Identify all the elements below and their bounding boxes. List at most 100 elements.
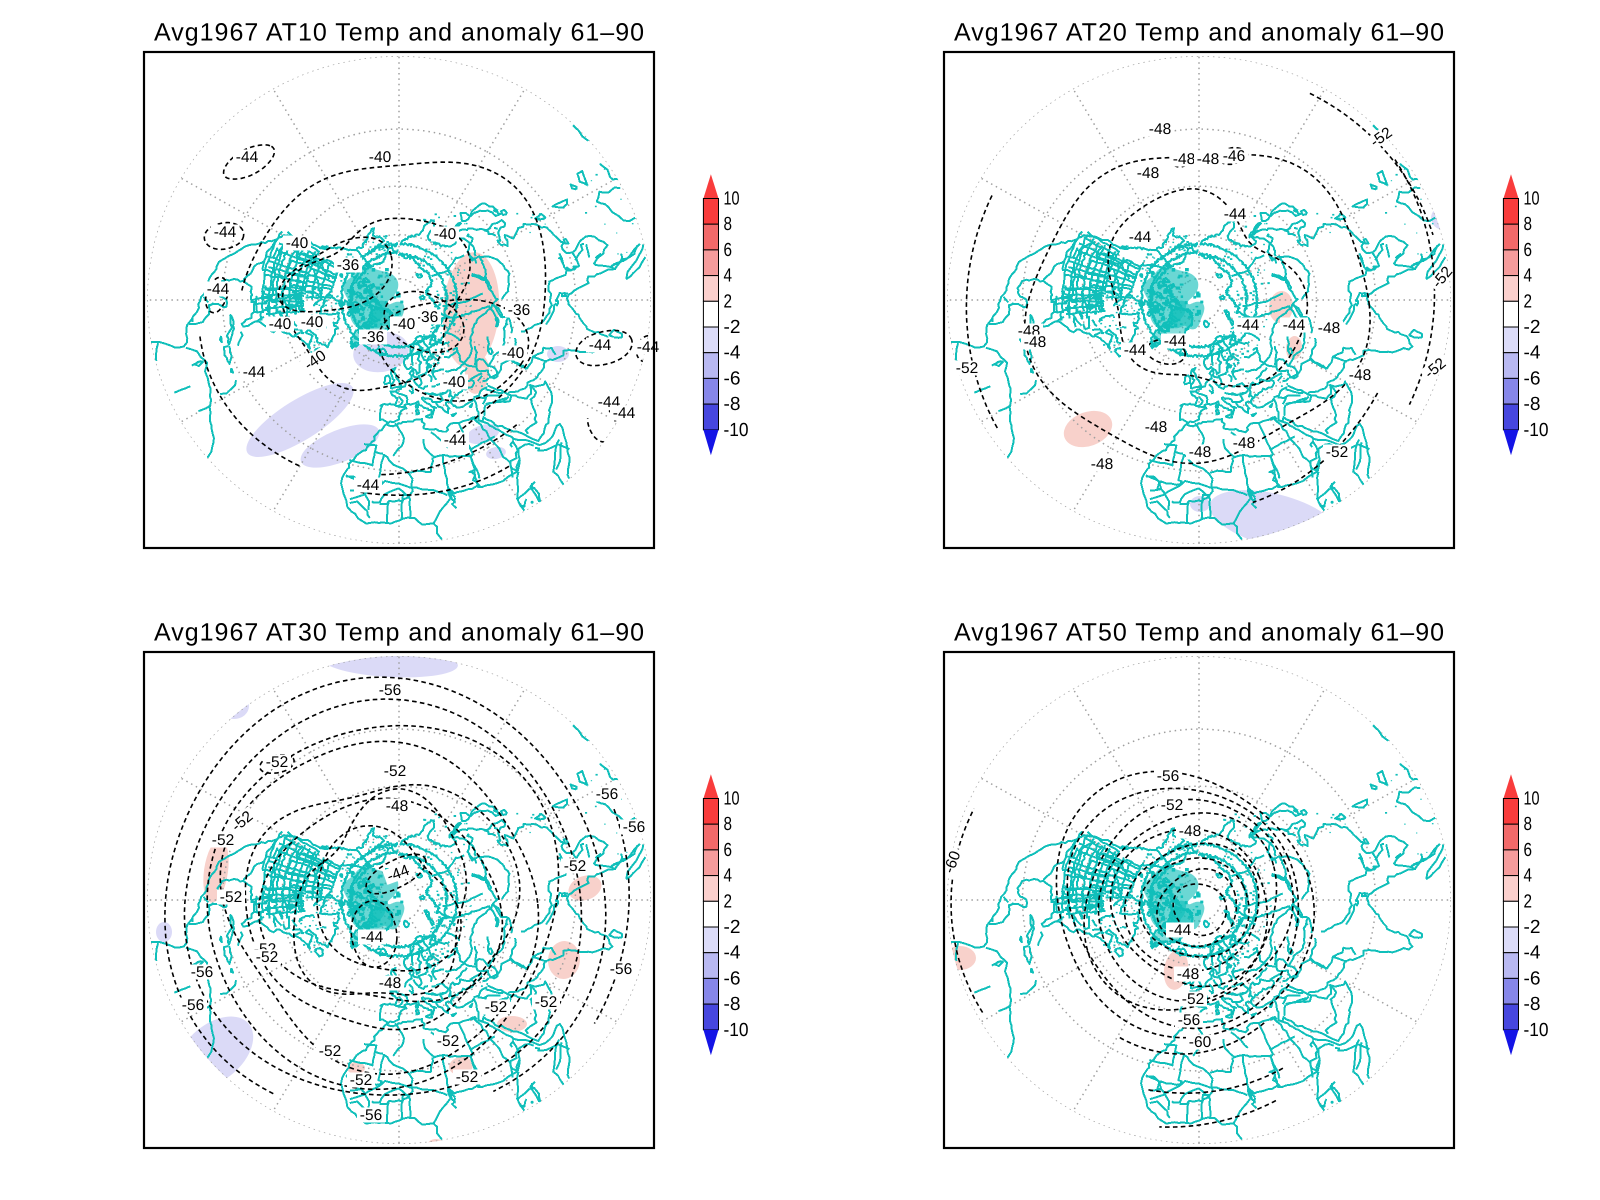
svg-text:-52: -52	[384, 763, 406, 780]
svg-text:-48: -48	[1233, 435, 1255, 452]
svg-text:-40: -40	[443, 374, 466, 391]
svg-text:-44: -44	[207, 281, 230, 298]
svg-text:-48: -48	[1177, 966, 1199, 983]
svg-text:Avg1967 AT30 Temp and anomaly: Avg1967 AT30 Temp and anomaly 61–90	[154, 619, 644, 647]
svg-text:-52: -52	[350, 1072, 372, 1089]
svg-text:6: 6	[724, 240, 733, 261]
svg-text:-48: -48	[1189, 444, 1211, 461]
svg-text:-60: -60	[941, 848, 965, 875]
svg-text:8: 8	[724, 214, 733, 235]
svg-text:-56: -56	[623, 819, 645, 836]
svg-text:-8: -8	[724, 994, 741, 1015]
svg-text:-52: -52	[266, 754, 288, 771]
svg-text:-40: -40	[301, 314, 324, 331]
svg-text:6: 6	[724, 840, 733, 861]
svg-text:-56: -56	[182, 997, 204, 1014]
svg-text:-48: -48	[386, 798, 408, 815]
svg-text:-52: -52	[1326, 444, 1348, 461]
svg-text:-44: -44	[1237, 317, 1260, 334]
svg-text:-56: -56	[596, 786, 618, 803]
svg-text:4: 4	[1524, 266, 1533, 287]
svg-text:-40: -40	[434, 226, 457, 243]
svg-text:-36: -36	[362, 329, 384, 346]
svg-text:-52: -52	[456, 1069, 478, 1086]
svg-text:-4: -4	[724, 943, 741, 964]
svg-text:6: 6	[1524, 240, 1533, 261]
svg-text:-44: -44	[444, 432, 467, 449]
svg-text:-44: -44	[243, 364, 266, 381]
svg-text:-2: -2	[724, 917, 741, 938]
svg-text:-56: -56	[191, 964, 213, 981]
svg-text:-52: -52	[319, 1043, 341, 1060]
svg-text:-44: -44	[385, 862, 412, 886]
svg-text:-36: -36	[337, 257, 359, 274]
svg-text:-44: -44	[1283, 317, 1306, 334]
svg-text:-48: -48	[1091, 456, 1113, 473]
svg-text:10: 10	[1524, 789, 1540, 810]
svg-text:Avg1967 AT20 Temp and anomaly: Avg1967 AT20 Temp and anomaly 61–90	[954, 19, 1444, 47]
svg-text:-46: -46	[1223, 148, 1245, 165]
svg-text:10: 10	[724, 789, 740, 810]
svg-text:4: 4	[724, 866, 733, 887]
svg-text:-48: -48	[1024, 334, 1046, 351]
svg-text:-40: -40	[286, 235, 309, 252]
svg-text:-40: -40	[369, 149, 392, 166]
svg-text:-44: -44	[361, 929, 384, 946]
svg-text:-40: -40	[393, 316, 416, 333]
svg-text:4: 4	[1524, 866, 1533, 887]
svg-text:-44: -44	[357, 477, 380, 494]
svg-text:-52: -52	[212, 832, 234, 849]
svg-text:-56: -56	[379, 682, 401, 699]
svg-text:8: 8	[1524, 214, 1533, 235]
svg-text:2: 2	[1524, 291, 1533, 312]
svg-text:-48: -48	[1179, 823, 1201, 840]
svg-text:-56: -56	[1178, 1012, 1200, 1029]
svg-text:-4: -4	[1524, 943, 1541, 964]
svg-text:-52: -52	[564, 858, 586, 875]
svg-text:-52: -52	[1182, 991, 1204, 1008]
svg-text:-40: -40	[502, 345, 525, 362]
svg-text:-2: -2	[1524, 917, 1541, 938]
svg-text:-44: -44	[1129, 229, 1152, 246]
svg-text:-44: -44	[214, 224, 237, 241]
svg-text:-44: -44	[236, 149, 259, 166]
svg-text:6: 6	[1524, 840, 1533, 861]
svg-text:-36: -36	[508, 302, 530, 319]
svg-text:-10: -10	[724, 1020, 749, 1041]
svg-text:2: 2	[1524, 891, 1533, 912]
svg-text:-56: -56	[360, 1107, 382, 1124]
svg-text:4: 4	[724, 266, 733, 287]
svg-text:-4: -4	[1524, 343, 1541, 364]
svg-text:-52: -52	[256, 949, 278, 966]
svg-text:-10: -10	[724, 420, 749, 441]
svg-text:-6: -6	[724, 968, 741, 989]
svg-text:-36: -36	[416, 309, 438, 326]
svg-text:-6: -6	[1524, 368, 1541, 389]
svg-text:-40: -40	[269, 316, 292, 333]
svg-text:-48: -48	[1349, 367, 1371, 384]
svg-text:Avg1967 AT10 Temp and anomaly: Avg1967 AT10 Temp and anomaly 61–90	[154, 19, 644, 47]
svg-text:-44: -44	[1124, 342, 1147, 359]
svg-text:-6: -6	[1524, 968, 1541, 989]
svg-text:-48: -48	[1145, 419, 1167, 436]
svg-text:-2: -2	[1524, 317, 1541, 338]
svg-text:-8: -8	[1524, 994, 1541, 1015]
svg-text:-52: -52	[485, 999, 507, 1016]
svg-text:-44: -44	[589, 337, 612, 354]
svg-text:-48: -48	[1318, 320, 1340, 337]
svg-text:-8: -8	[724, 394, 741, 415]
svg-text:2: 2	[724, 891, 733, 912]
svg-text:-44: -44	[1164, 333, 1187, 350]
svg-text:-48: -48	[1149, 121, 1171, 138]
svg-text:10: 10	[1524, 189, 1540, 210]
svg-text:-4: -4	[724, 343, 741, 364]
svg-text:-48: -48	[1137, 165, 1159, 182]
svg-text:-44: -44	[613, 405, 636, 422]
svg-text:-52: -52	[220, 889, 242, 906]
svg-text:-2: -2	[724, 317, 741, 338]
svg-text:2: 2	[724, 291, 733, 312]
svg-text:-44: -44	[1224, 206, 1247, 223]
svg-text:-52: -52	[956, 360, 978, 377]
svg-text:-6: -6	[724, 368, 741, 389]
svg-text:-48: -48	[1197, 151, 1219, 168]
